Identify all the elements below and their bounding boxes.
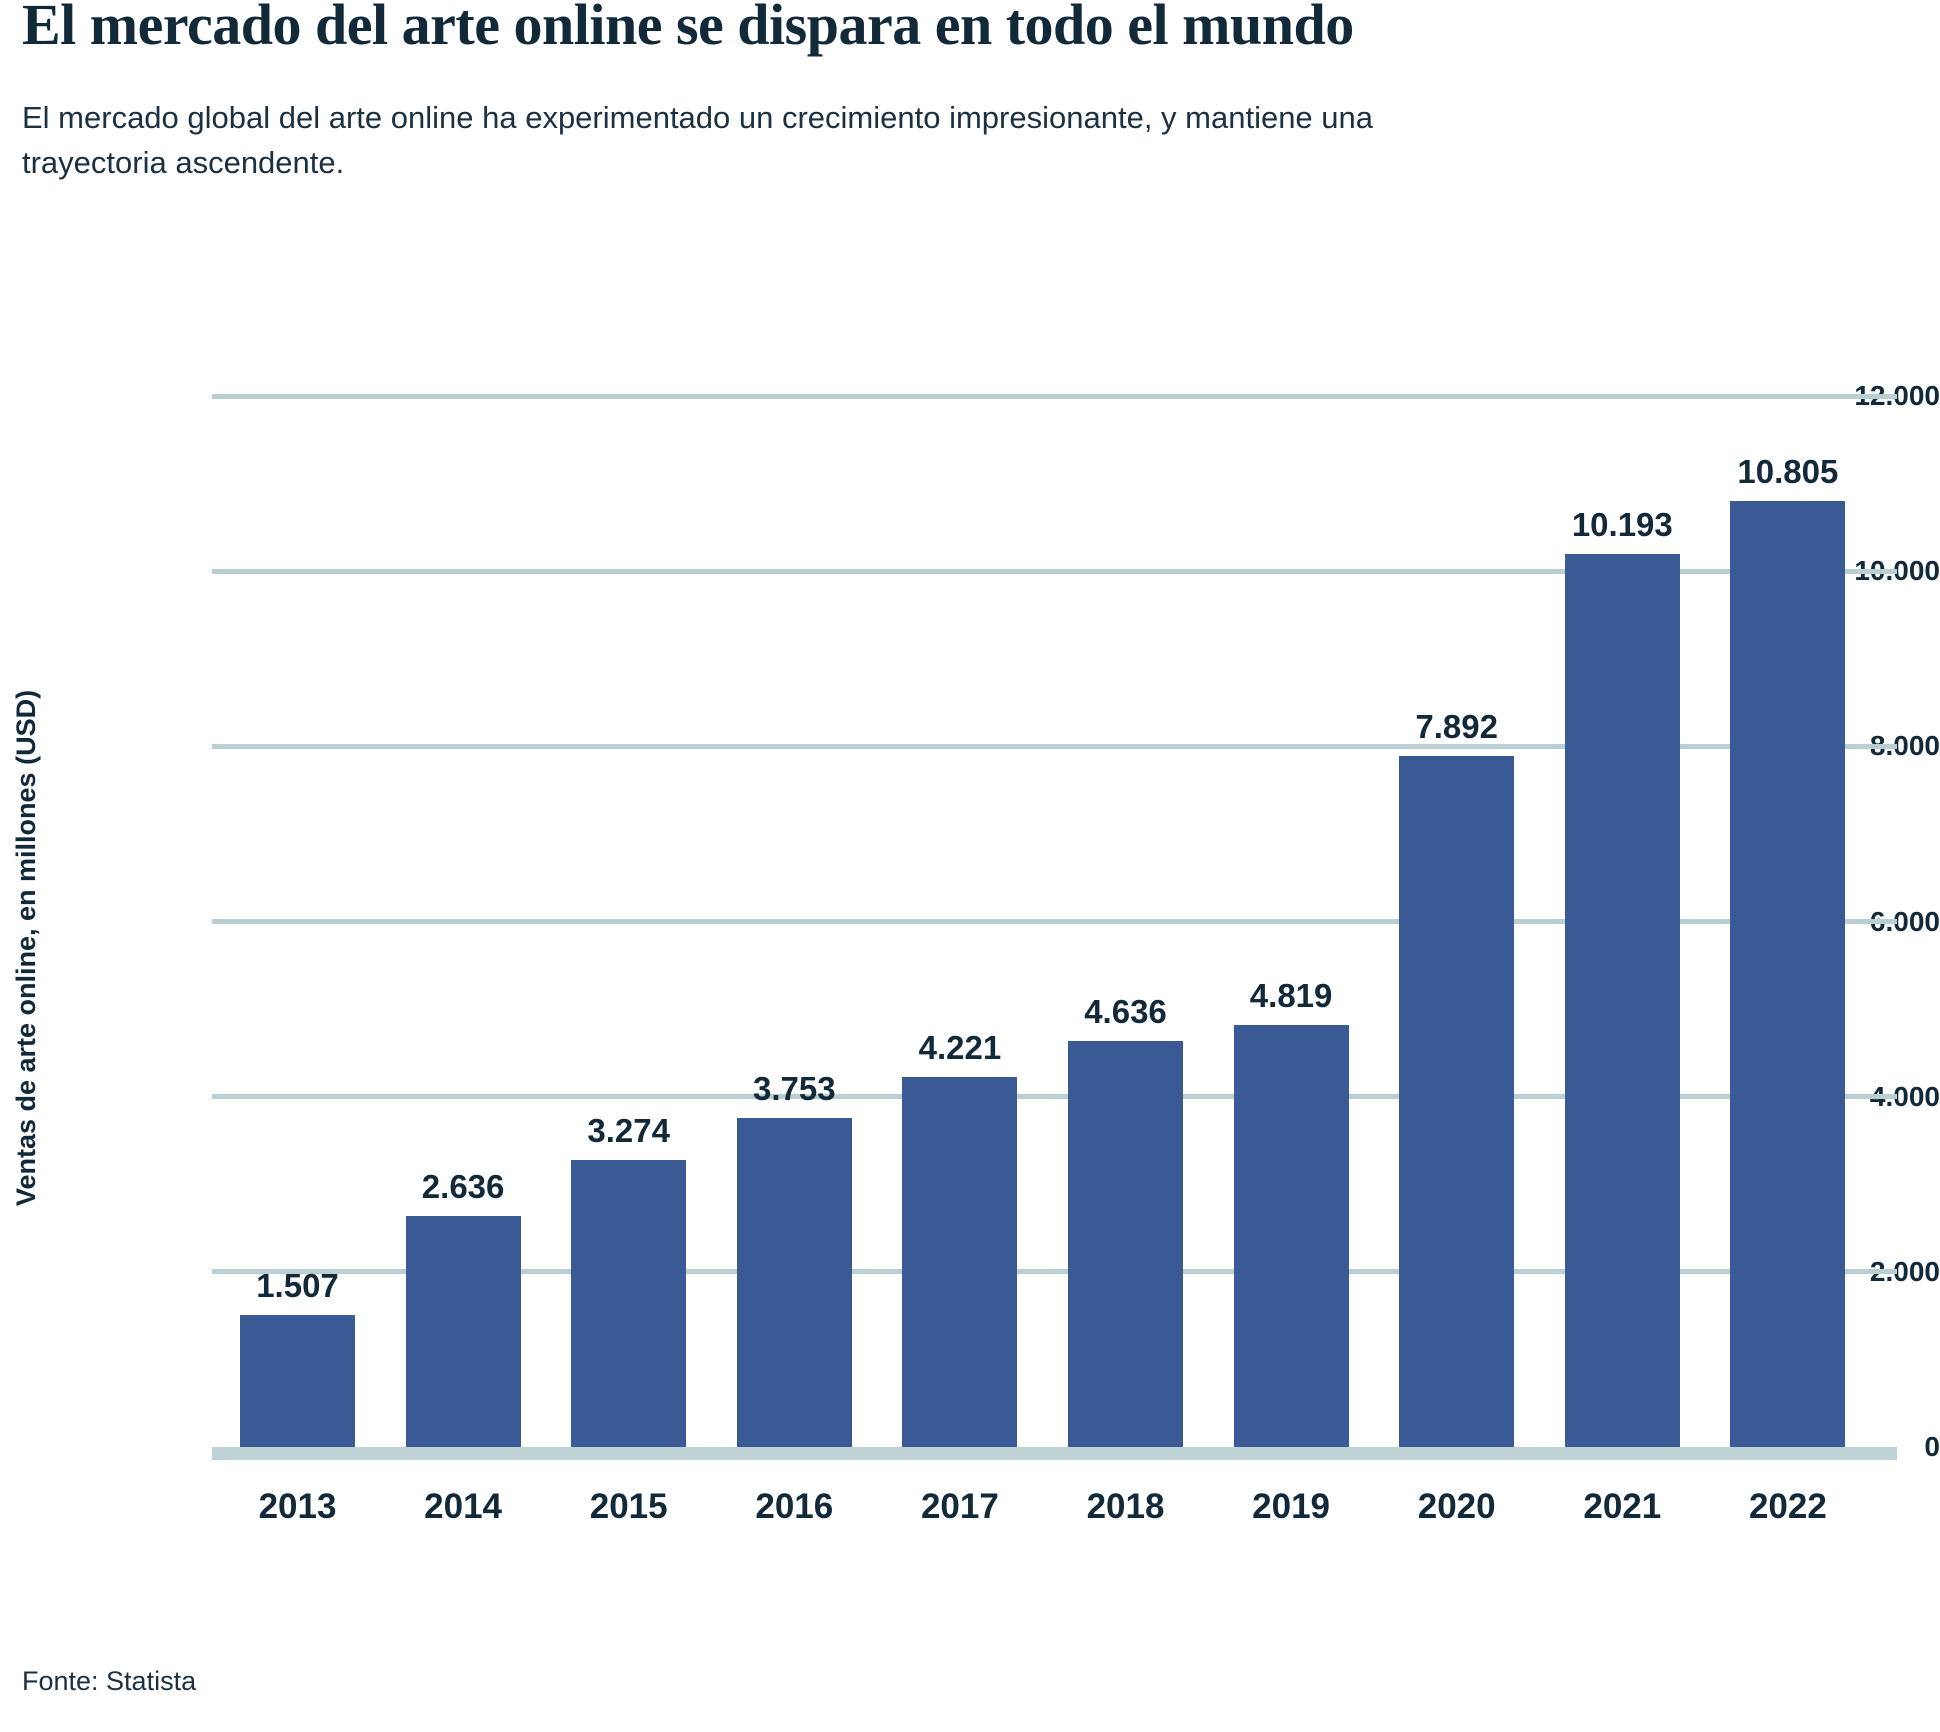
chart-title: El mercado del arte online se dispara en… xyxy=(22,0,1354,57)
plot-area: 1.507 2.636 3.274 3.753 4.221 4.636 4.819 7.892… xyxy=(212,393,1897,1460)
bar-2022 xyxy=(1730,500,1846,1447)
bar-value-2022: 10.805 xyxy=(1737,452,1839,490)
x-label-2021: 2021 xyxy=(1583,1487,1662,1526)
x-label-2019: 2019 xyxy=(1252,1487,1331,1526)
bar-value-2016: 3.753 xyxy=(753,1070,836,1108)
bar-2020 xyxy=(1399,755,1515,1447)
bar-2019 xyxy=(1233,1024,1349,1447)
x-label-2022: 2022 xyxy=(1748,1487,1827,1526)
bar-value-2021: 10.193 xyxy=(1571,506,1673,544)
gridline-2.000 xyxy=(212,1269,1897,1275)
x-label-2018: 2018 xyxy=(1086,1487,1165,1526)
gridline-8.000 xyxy=(212,743,1897,749)
bar-2015 xyxy=(571,1160,687,1447)
y-tick-0: 0 xyxy=(1924,1431,1940,1462)
bar-value-2014: 2.636 xyxy=(421,1168,505,1206)
bar-2021 xyxy=(1564,554,1680,1447)
x-label-2013: 2013 xyxy=(258,1487,337,1526)
chart-subtitle: El mercado global del arte online ha exp… xyxy=(22,100,1374,180)
gridline-6.000 xyxy=(212,919,1897,924)
bar-value-2015: 3.274 xyxy=(587,1112,670,1150)
gridline-12.000 xyxy=(212,393,1897,399)
x-label-2015: 2015 xyxy=(589,1487,668,1526)
bar-2016 xyxy=(736,1118,852,1447)
bar-2013 xyxy=(240,1315,355,1447)
bar-2017 xyxy=(902,1077,1018,1447)
bar-value-2020: 7.892 xyxy=(1415,707,1498,745)
x-axis-baseline xyxy=(212,1447,1897,1460)
source-note: Fonte: Statista xyxy=(22,1666,197,1696)
bar-value-2019: 4.819 xyxy=(1249,976,1333,1014)
bar-value-2013: 1.507 xyxy=(256,1267,339,1304)
gridline-4.000 xyxy=(212,1094,1897,1100)
gridline-10.000 xyxy=(212,568,1897,574)
x-label-2020: 2020 xyxy=(1417,1487,1496,1526)
x-label-2014: 2014 xyxy=(424,1487,503,1526)
bar-2014 xyxy=(405,1216,521,1447)
bar-value-2017: 4.221 xyxy=(918,1029,1002,1067)
bar-2018 xyxy=(1068,1040,1183,1447)
y-axis-title: Ventas de arte online, en millones (USD) xyxy=(11,689,41,1207)
x-label-2017: 2017 xyxy=(920,1487,999,1526)
bar-value-2018: 4.636 xyxy=(1084,992,1167,1030)
x-label-2016: 2016 xyxy=(755,1487,834,1526)
